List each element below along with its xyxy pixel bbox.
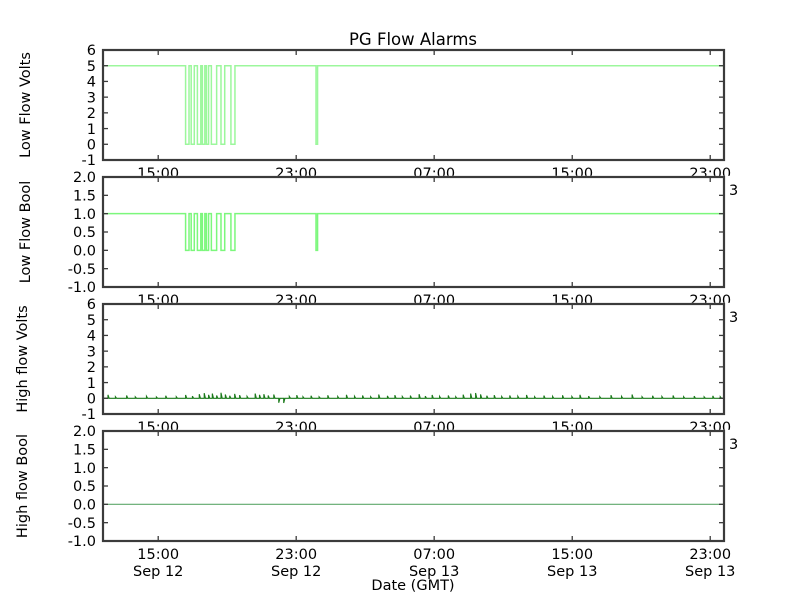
data-line [103,64,724,146]
x-tick-label-date: Sep 12 [271,564,321,580]
clipped-date-fragment: 3 [729,437,738,453]
plot-area-background [103,304,724,414]
y-tick-label: 4 [87,329,96,345]
plot-area-background [103,431,724,541]
y-axis-label: High flow Bool [15,434,31,538]
plot-frame [101,48,726,162]
y-tick-label: 6 [87,43,96,59]
data-line [103,392,724,404]
y-tick-label: -0.5 [68,262,96,278]
y-tick-label: -0.5 [68,516,96,532]
x-tick-label-date: Sep 12 [133,564,183,580]
data-line [103,212,724,252]
x-tick-label-date: Sep 13 [547,564,597,580]
y-tick-label: 0.5 [73,479,96,495]
y-tick-label: 0 [87,137,96,153]
y-tick-label: 2.0 [73,170,96,186]
clipped-date-fragment: 3 [729,310,738,326]
y-axis-label: Low Flow Bool [18,181,34,284]
y-tick-label: 2 [87,106,96,122]
y-tick-label: 1 [87,376,96,392]
plot-frame [101,175,726,289]
x-tick-label-time: 15:00 [551,547,593,563]
x-tick-label-date: Sep 13 [685,564,735,580]
y-tick-label: 1.5 [73,443,96,459]
y-tick-label: -1 [82,407,96,423]
y-tick-label: 4 [87,75,96,91]
y-tick-label: -1.0 [68,534,96,550]
y-tick-label: 0 [87,391,96,407]
x-tick-label-time: 15:00 [137,547,179,563]
x-tick-label-time: 07:00 [413,547,455,563]
x-axis-label: Date (GMT) [371,578,454,594]
y-tick-label: 6 [87,297,96,313]
series-2 [103,212,724,252]
y-tick-label: 1.0 [73,207,96,223]
clipped-date-fragment: 3 [729,183,738,199]
y-tick-label: 0.5 [73,225,96,241]
plot-frame [101,429,726,543]
plot-area-background [103,177,724,287]
series-3 [103,392,724,404]
x-tick-label-date: Sep 13 [409,564,459,580]
y-tick-label: 3 [87,90,96,106]
series-1 [103,64,724,146]
y-axis-label: Low Flow Volts [18,52,34,158]
x-tick-label-time: 23:00 [275,547,317,563]
y-tick-label: 0.0 [73,498,96,514]
y-tick-label: 0.0 [73,244,96,260]
y-tick-label: 5 [87,59,96,75]
y-tick-label: -1 [82,153,96,169]
chart-title: PG Flow Alarms [349,30,477,49]
y-axis-label: High flow Volts [15,305,31,412]
y-tick-label: 2.0 [73,424,96,440]
y-tick-label: 5 [87,313,96,329]
y-tick-label: 1 [87,122,96,138]
y-tick-label: 2 [87,360,96,376]
y-tick-label: -1.0 [68,280,96,296]
y-tick-label: 3 [87,344,96,360]
plot-frame [101,302,726,416]
x-tick-label-time: 23:00 [689,547,731,563]
y-tick-label: 1.0 [73,461,96,477]
plot-area-background [103,50,724,160]
y-tick-label: 1.5 [73,189,96,205]
